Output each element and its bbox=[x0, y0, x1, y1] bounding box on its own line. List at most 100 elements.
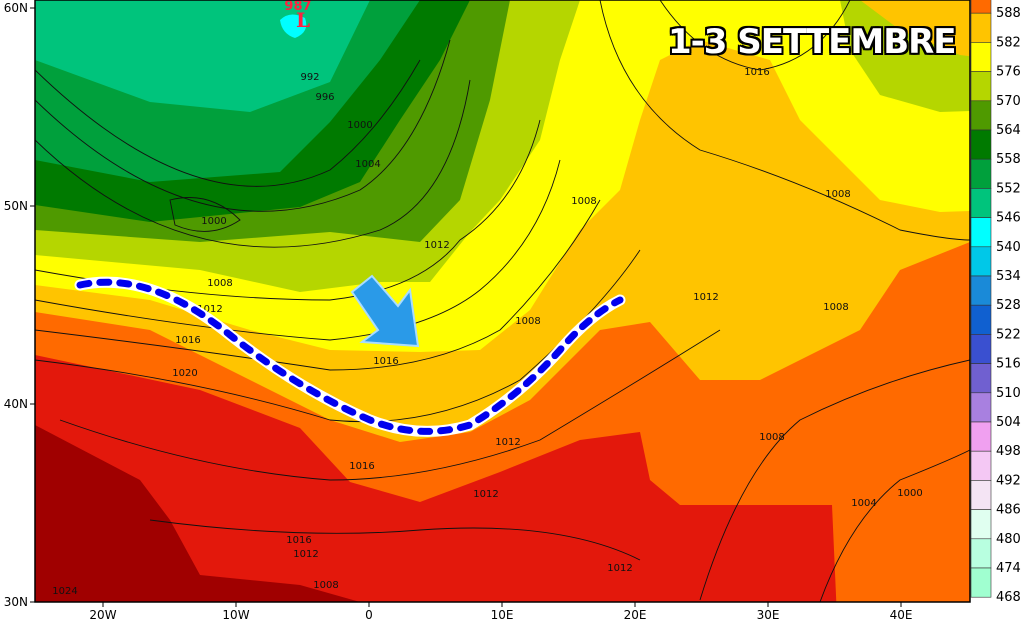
isobar-label: 1008 bbox=[571, 196, 596, 207]
color-legend: 588 582 576 570 564 558 552 546 540 534 528 522 516 5… bbox=[970, 0, 1021, 605]
legend-swatch bbox=[970, 538, 992, 569]
isobar-label: 1020 bbox=[172, 368, 197, 379]
legend-swatch bbox=[970, 450, 992, 481]
isobar-line bbox=[699, 359, 970, 601]
legend-label: 522 bbox=[996, 327, 1021, 342]
x-tick-label: 20W bbox=[89, 608, 116, 622]
legend-swatch bbox=[970, 188, 992, 218]
legend-swatch bbox=[970, 392, 992, 423]
legend-label: 480 bbox=[996, 532, 1021, 547]
isobar-label: 996 bbox=[315, 92, 334, 103]
isobar-label: 1008 bbox=[759, 432, 784, 443]
y-tick-label: 40N bbox=[4, 397, 28, 411]
isobar-line bbox=[35, 59, 421, 187]
isobar-line bbox=[149, 519, 641, 561]
legend-label: 504 bbox=[996, 415, 1021, 430]
legend-swatch bbox=[970, 567, 992, 598]
isobar-label: 992 bbox=[300, 72, 319, 83]
isobar-line bbox=[35, 199, 601, 371]
y-tick-label: 50N bbox=[4, 199, 28, 213]
legend-swatch bbox=[970, 275, 992, 306]
isobar-label: 1012 bbox=[293, 549, 318, 560]
low-symbol: L bbox=[296, 8, 310, 32]
legend-swatch bbox=[970, 363, 992, 394]
isobar-label: 1016 bbox=[744, 67, 769, 78]
y-tick-label: 60N bbox=[4, 1, 28, 15]
x-tick-label: 10E bbox=[491, 608, 514, 622]
isobar-label: 1000 bbox=[897, 488, 922, 499]
field-band-cyan bbox=[280, 14, 307, 38]
isobar-label: 1016 bbox=[175, 335, 200, 346]
isobar-label: 1012 bbox=[197, 304, 222, 315]
legend-label: 570 bbox=[996, 94, 1021, 109]
low-pressure-marker: 987 L bbox=[284, 0, 311, 32]
trough-axis-line bbox=[76, 278, 624, 435]
legend-label: 582 bbox=[996, 35, 1021, 50]
isobar-label: 1000 bbox=[201, 216, 226, 227]
isobar-label: 1008 bbox=[313, 580, 338, 591]
legend-label: 534 bbox=[996, 269, 1021, 284]
legend-swatch bbox=[970, 246, 992, 277]
isobar-label: 1016 bbox=[286, 535, 311, 546]
legend-swatch bbox=[970, 100, 992, 131]
isobar-line bbox=[59, 329, 721, 481]
isobar-label: 1008 bbox=[825, 189, 850, 200]
x-tick-label: 0 bbox=[365, 608, 373, 622]
isobar-label: 1012 bbox=[473, 489, 498, 500]
x-tick-label: 40E bbox=[890, 608, 913, 622]
legend-label: 510 bbox=[996, 386, 1021, 401]
x-tick-label: 10W bbox=[222, 608, 249, 622]
isobar-label: 1012 bbox=[693, 292, 718, 303]
legend-label: 528 bbox=[996, 298, 1021, 313]
legend-label: 468 bbox=[996, 590, 1021, 605]
isobar-label: 1004 bbox=[851, 498, 876, 509]
legend-label: 540 bbox=[996, 240, 1021, 255]
map-title: 1-3 SETTEMBRE bbox=[668, 22, 957, 62]
isobar-label: 1012 bbox=[424, 240, 449, 251]
low-pressure-value: 987 bbox=[284, 0, 311, 14]
legend-label: 516 bbox=[996, 357, 1021, 372]
isobar-label: 1012 bbox=[495, 437, 520, 448]
legend-swatch bbox=[970, 42, 992, 72]
y-tick-label: 30N bbox=[4, 595, 28, 609]
isobar-label: 1024 bbox=[52, 586, 77, 597]
legend-swatch bbox=[970, 334, 992, 364]
isobar-label: 1004 bbox=[355, 159, 380, 170]
isobar-label: 1000 bbox=[347, 120, 372, 131]
isobar-label: 1016 bbox=[373, 356, 398, 367]
isobar-line bbox=[169, 197, 241, 232]
legend-label: 474 bbox=[996, 561, 1021, 576]
isobar-label: 1012 bbox=[607, 563, 632, 574]
legend-swatch bbox=[970, 509, 992, 540]
x-tick-label: 20E bbox=[624, 608, 647, 622]
legend-swatch bbox=[970, 217, 992, 248]
legend-swatch bbox=[970, 12, 992, 43]
isobar-label: 1008 bbox=[207, 278, 232, 289]
legend-swatch bbox=[970, 304, 992, 335]
isobar-line bbox=[819, 449, 970, 602]
legend-swatch bbox=[970, 158, 992, 189]
legend-swatch bbox=[970, 480, 992, 510]
isobar-line bbox=[599, 0, 970, 241]
legend-label: 576 bbox=[996, 65, 1021, 80]
legend-swatch bbox=[970, 71, 992, 102]
legend-swatch bbox=[970, 0, 992, 14]
legend-swatch bbox=[970, 129, 992, 160]
legend-label: 546 bbox=[996, 211, 1021, 226]
arrow-icon bbox=[350, 274, 420, 348]
isobar-label: 1008 bbox=[823, 302, 848, 313]
legend-label: 486 bbox=[996, 503, 1021, 518]
legend-label: 552 bbox=[996, 181, 1021, 196]
legend-swatch bbox=[970, 421, 992, 452]
x-tick-label: 30E bbox=[757, 608, 780, 622]
legend-label: 498 bbox=[996, 444, 1021, 459]
height-field bbox=[35, 0, 970, 602]
field-band-light-orange bbox=[860, 0, 970, 57]
isobar-line bbox=[659, 0, 851, 71]
axes: 60N 50N 40N 30N 20W 10W 0 10E 20E 30E 40E bbox=[4, 1, 913, 622]
isobar-label: 1016 bbox=[349, 461, 374, 472]
legend-label: 588 bbox=[996, 6, 1021, 21]
isobar-line bbox=[35, 39, 451, 212]
